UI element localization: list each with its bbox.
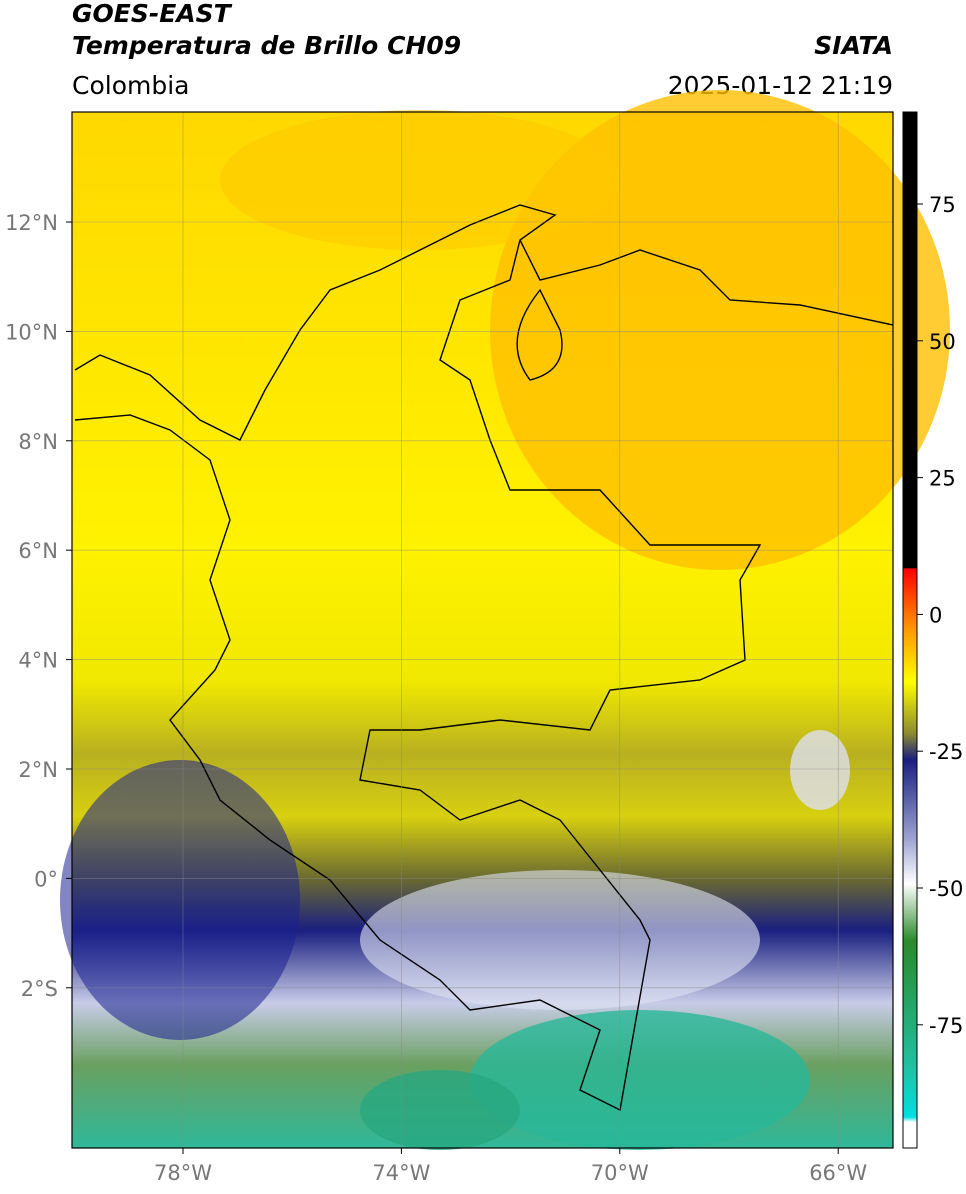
colorbar-label: 0: [929, 603, 942, 627]
lat-label: 0°: [34, 867, 58, 891]
colorbar-label: -50: [929, 877, 963, 901]
colorbar-label: 50: [929, 330, 956, 354]
lat-label: 12°N: [5, 211, 58, 235]
agency-label: SIATA: [814, 31, 893, 60]
colorbar-label: 25: [929, 467, 956, 491]
colorbar-label: -75: [929, 1014, 963, 1038]
colorbar-label: 75: [929, 193, 956, 217]
lat-label: 10°N: [5, 320, 58, 344]
lat-label: 6°N: [18, 539, 58, 563]
colorbar-label: -25: [929, 740, 963, 764]
lon-label: 74°W: [372, 1161, 430, 1185]
product-title: Temperatura de Brillo CH09: [72, 31, 461, 60]
labels: 12°N 10°N 8°N 6°N 4°N 2°N 0° 2°S 78°W 74°W 70°W 66°…: [5, 193, 963, 1185]
region-label: Colombia: [72, 71, 189, 100]
map-frame: [71, 111, 894, 1149]
lat-label: 8°N: [18, 430, 58, 454]
lon-label: 78°W: [154, 1161, 212, 1185]
satellite-title: GOES-EAST: [72, 0, 233, 28]
lat-label: 2°N: [18, 758, 58, 782]
map-imagery: [60, 90, 950, 1150]
lat-label: 4°N: [18, 649, 58, 673]
lon-label: 66°W: [809, 1161, 867, 1185]
colorbar: [902, 111, 918, 1149]
lon-label: 70°W: [591, 1161, 649, 1185]
lat-label: 2°S: [21, 977, 58, 1001]
graticule: [66, 112, 893, 1154]
